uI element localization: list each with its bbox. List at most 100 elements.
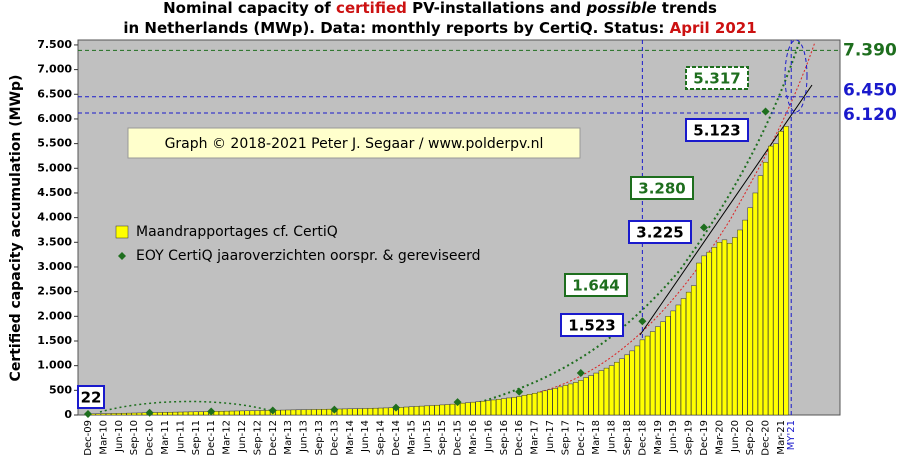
title-part: trends — [657, 0, 717, 17]
annotation: 1.644 — [572, 277, 619, 295]
y-tick-label: 5.000 — [37, 161, 72, 174]
bar — [480, 400, 486, 416]
x-tick-label: Sep-17 — [560, 420, 571, 455]
bar — [465, 402, 471, 416]
marker — [576, 369, 585, 378]
title-part: April 2021 — [670, 19, 757, 37]
bar — [660, 321, 666, 416]
x-tick-label: Mar-15 — [406, 420, 417, 455]
marker — [638, 317, 647, 326]
bar — [388, 407, 394, 416]
marker — [207, 407, 216, 416]
x-tick-label: Dec-15 — [453, 420, 464, 456]
bar — [121, 412, 127, 416]
bar — [311, 409, 317, 416]
credit: Graph © 2018-2021 Peter J. Segaar / www.… — [165, 136, 544, 152]
marker — [84, 410, 92, 419]
bar — [747, 207, 753, 416]
bar — [254, 410, 261, 416]
bar — [598, 370, 604, 416]
bar — [321, 409, 327, 416]
annotation-box — [564, 273, 628, 297]
bar — [126, 412, 132, 416]
bar — [578, 380, 584, 416]
annotation: 5.317 — [693, 70, 740, 88]
trend-line — [99, 400, 276, 413]
marker — [761, 107, 770, 116]
title-part: PV-installations and — [407, 0, 587, 17]
x-tick-label: Jun-18 — [607, 420, 618, 453]
bar — [136, 412, 142, 416]
x-tick-label: Jun-19 — [668, 420, 679, 453]
bar — [300, 409, 307, 416]
x-tick-label: Dec-16 — [514, 420, 525, 456]
bar — [449, 403, 456, 416]
x-tick-label: Dec-13 — [329, 420, 340, 456]
x-tick-label: Dec-11 — [206, 420, 217, 456]
y-tick-label: 2.000 — [37, 309, 72, 322]
x-tick-label: Sep-20 — [745, 420, 756, 455]
x-tick-label: Sep-11 — [191, 420, 202, 455]
bar — [316, 409, 322, 416]
y-tick-label: 500 — [49, 383, 72, 396]
bar — [721, 239, 728, 416]
bar — [383, 407, 389, 416]
x-tick-label: Jun-10 — [114, 420, 125, 453]
bar — [357, 408, 363, 416]
bar — [701, 255, 707, 416]
x-tick-label: Sep-18 — [622, 420, 633, 455]
x-tick-label: Jun-14 — [360, 420, 371, 453]
bar — [111, 413, 117, 416]
bar — [259, 410, 266, 416]
bar — [680, 298, 687, 416]
legend-label: EOY CertiQ jaaroverzichten oorspr. & ger… — [136, 248, 481, 264]
bar — [490, 399, 497, 416]
annotation: 5.123 — [693, 122, 740, 140]
bar — [439, 404, 445, 416]
annotation-box — [560, 313, 624, 337]
y-tick-label: 2.500 — [37, 285, 72, 298]
bar — [511, 396, 517, 416]
y-tick-label: 1.500 — [37, 334, 72, 347]
marker — [145, 408, 154, 417]
bar — [367, 408, 373, 416]
bar — [665, 316, 671, 416]
chart-title: in Netherlands (MWp). Data: monthly repo… — [123, 19, 756, 37]
bar — [280, 409, 286, 416]
y-tick-label: 0 — [64, 408, 72, 421]
x-tick-label: Jun-13 — [299, 420, 310, 453]
x-tick-label: Sep-10 — [129, 420, 140, 455]
x-tick-label: Mar-19 — [653, 420, 664, 455]
x-tick-label: Mar-14 — [345, 420, 356, 455]
trend-lines — [99, 39, 816, 413]
annotation: 1.523 — [568, 317, 615, 335]
marker — [699, 223, 708, 232]
x-tick-label: Jun-16 — [483, 420, 494, 453]
bar — [157, 412, 163, 416]
x-tick-label: Jun-11 — [175, 420, 186, 453]
annotation: 3.280 — [638, 180, 685, 198]
y-tick-label: 1.000 — [37, 359, 72, 372]
bar — [244, 410, 250, 416]
y-tick-label: 6.500 — [37, 87, 72, 100]
x-tick-label: Mar-21 — [776, 420, 787, 455]
bar — [408, 406, 415, 416]
title-part: possible — [585, 0, 656, 17]
y-axis-label: Certified capacity accumulation (MWp) — [8, 75, 24, 382]
bar — [629, 350, 635, 416]
x-tick-label: Sep-15 — [437, 420, 448, 455]
bar — [460, 402, 466, 416]
bar — [691, 285, 697, 416]
bar — [783, 126, 789, 416]
bar — [619, 358, 625, 416]
bar — [649, 331, 656, 416]
reference-label: 7.390 — [843, 40, 897, 60]
bar — [711, 246, 717, 416]
bar — [521, 395, 527, 416]
x-tick-label: Sep-12 — [252, 420, 263, 455]
annotation-box — [77, 385, 105, 409]
x-tick-label: Mar-13 — [283, 420, 294, 455]
bar — [172, 411, 178, 416]
bar — [398, 407, 404, 416]
annotation-box — [630, 176, 694, 200]
